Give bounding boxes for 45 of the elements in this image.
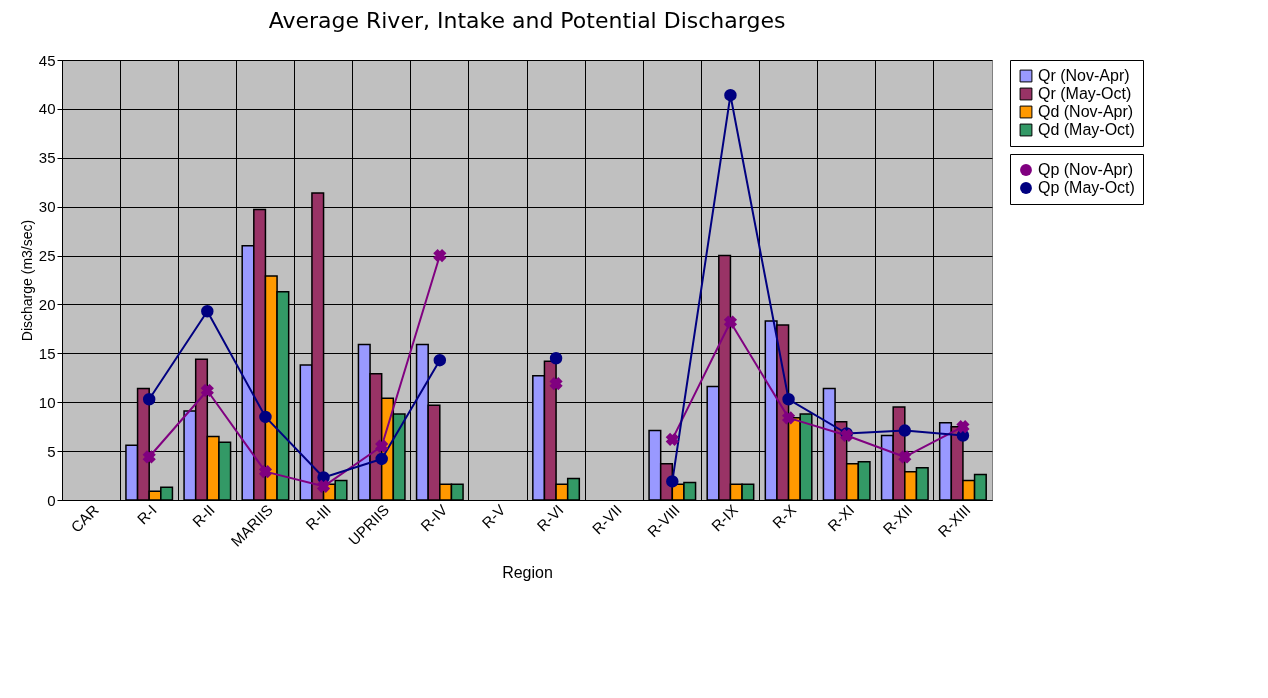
legend-label: Qd (May-Oct) [1038,121,1135,138]
point [549,377,563,390]
y-tick-label: 25 [38,247,56,265]
point [898,424,912,437]
legend-label: Qp (May-Oct) [1038,179,1135,196]
point [375,452,388,466]
x-tick-label: R-III [302,501,335,534]
point [433,353,447,367]
y-tick-label: 10 [38,393,56,411]
point [956,420,970,433]
point [549,351,563,365]
point [724,88,737,102]
point [259,465,272,478]
legend-label: Qp (Nov-Apr) [1038,161,1134,178]
point [898,450,911,464]
point [143,450,156,464]
point [375,440,388,453]
y-tick-label: 40 [38,100,56,118]
y-tick-label: 0 [47,491,56,509]
point [666,433,679,446]
point [782,411,795,425]
y-tick-label: 5 [47,442,56,460]
legend-label: Qd (Nov-Apr) [1038,103,1134,120]
x-tick-label: R-I [133,501,160,528]
x-tick-label: R-V [478,501,509,532]
point [201,305,214,318]
y-tick-label: 30 [38,198,56,216]
point [201,384,214,397]
y-tick-label: 15 [38,344,56,362]
y-axis-title: Discharge (m3/sec) [18,219,35,342]
legend-label: Qr (Nov-Apr) [1038,67,1130,84]
x-tick-label: R-II [188,501,218,531]
x-axis-title: Region [502,563,553,581]
legend-label: Qr (May-Oct) [1038,85,1132,102]
y-tick-label: 45 [38,51,56,69]
chart-title: Average River, Intake and Potential Discharges [268,8,786,33]
point [259,410,272,424]
point [433,249,446,262]
y-tick-label: 35 [38,149,56,167]
point [782,393,795,406]
x-tick-label: R-X [768,501,800,532]
y-tick-label: 20 [38,295,56,313]
point [142,393,156,406]
point [724,315,737,329]
point [317,480,330,493]
